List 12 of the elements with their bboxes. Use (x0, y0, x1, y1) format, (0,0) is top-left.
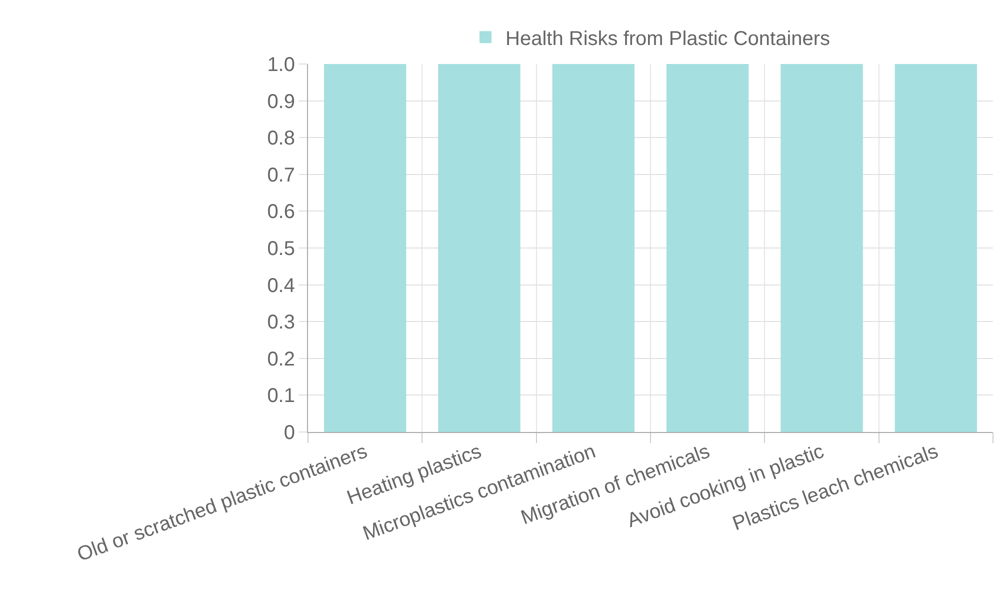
y-tick-label: 0.7 (267, 164, 295, 186)
y-tick-label: 0.6 (267, 201, 295, 224)
y-tick-label: 0.2 (267, 348, 295, 370)
y-tick-label: 1.0 (267, 54, 295, 76)
y-tick-label: 0.3 (267, 312, 295, 334)
y-tick-label: 0.1 (267, 385, 295, 408)
y-tick-label: 0 (284, 422, 295, 444)
y-tick-label: 0.9 (267, 90, 295, 113)
y-tick-label: 0.5 (267, 238, 295, 260)
y-tick-label: 0.4 (267, 274, 295, 297)
y-tick-label: 0.8 (267, 128, 295, 150)
legend-label: Health Risks from Plastic Containers (506, 28, 830, 50)
